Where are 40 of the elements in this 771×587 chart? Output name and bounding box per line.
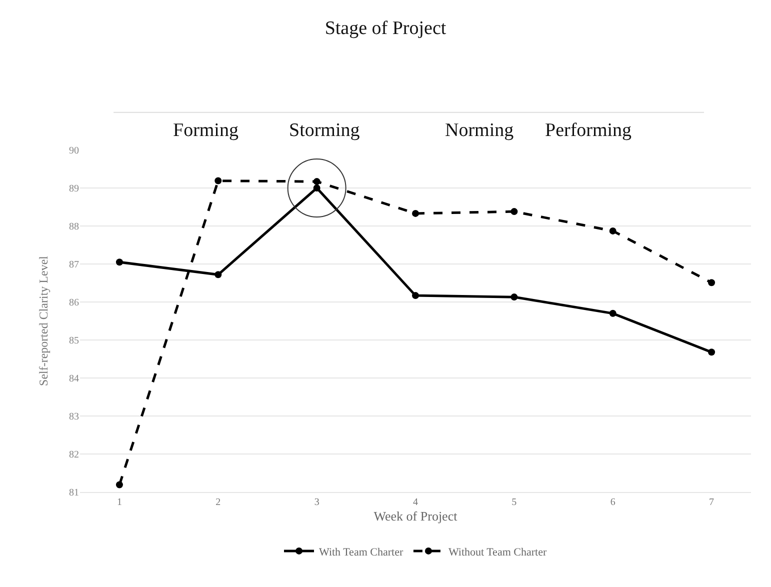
point bbox=[116, 481, 123, 488]
x-tick-label: 6 bbox=[610, 497, 616, 508]
legend-label: With Team Charter bbox=[319, 546, 404, 558]
y-tick-label: 83 bbox=[69, 412, 79, 422]
y-tick-label: 87 bbox=[69, 260, 79, 270]
point bbox=[214, 177, 222, 184]
point bbox=[510, 294, 518, 301]
y-tick-label: 89 bbox=[69, 184, 79, 194]
y-tick-label: 85 bbox=[69, 336, 79, 346]
y-tick-label: 90 bbox=[69, 146, 79, 156]
point bbox=[313, 178, 320, 186]
x-tick-label: 3 bbox=[314, 497, 320, 508]
x-tick-label: 5 bbox=[512, 497, 517, 508]
point bbox=[708, 279, 716, 286]
x-tick-label: 1 bbox=[116, 497, 122, 508]
y-tick-label: 86 bbox=[69, 298, 79, 308]
y-tick-label: 82 bbox=[69, 450, 79, 460]
x-axis-title: Week of Project bbox=[374, 508, 458, 524]
text: Performing bbox=[545, 120, 632, 141]
point bbox=[609, 227, 616, 234]
point bbox=[116, 258, 123, 266]
point bbox=[214, 271, 222, 278]
point bbox=[510, 208, 518, 216]
x-tick-label: 2 bbox=[216, 497, 221, 508]
y-tick-label: 88 bbox=[69, 222, 79, 232]
point bbox=[412, 210, 419, 217]
chart-title: Stage of Project bbox=[324, 18, 447, 39]
text: Forming bbox=[173, 120, 239, 141]
point bbox=[708, 348, 716, 356]
text: Storming bbox=[289, 120, 360, 141]
point bbox=[609, 310, 616, 317]
point bbox=[412, 292, 419, 300]
point bbox=[313, 184, 320, 192]
text: Norming bbox=[445, 120, 514, 141]
legend-label: Without Team Charter bbox=[448, 546, 547, 558]
y-tick-label: 81 bbox=[69, 488, 79, 498]
y-tick-label: 84 bbox=[69, 374, 79, 384]
x-tick-label: 7 bbox=[709, 497, 714, 508]
x-tick-label: 4 bbox=[413, 497, 418, 508]
y-axis-title: Self-reported Clarity Level bbox=[36, 255, 50, 386]
